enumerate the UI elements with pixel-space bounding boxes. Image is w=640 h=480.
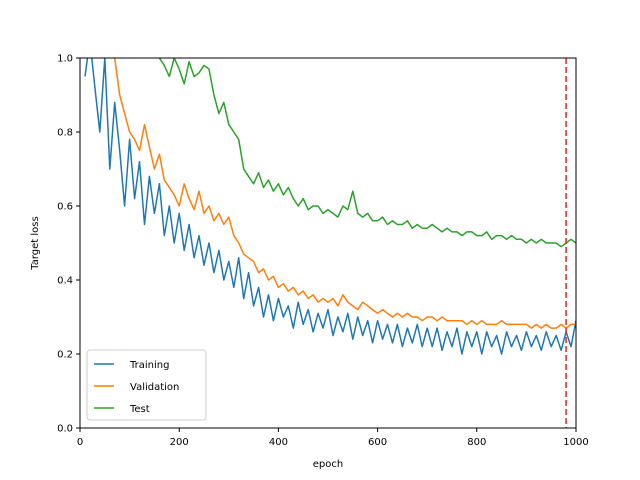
legend-label-validation: Validation — [130, 382, 179, 393]
legend-box — [86, 349, 207, 421]
x-axis-label: epoch — [313, 459, 343, 470]
y-axis: 0.0 0.2 0.4 0.6 0.8 1.0 — [57, 54, 80, 435]
x-axis: 0 200 400 600 800 1000 — [77, 428, 589, 448]
series-line-training — [84, 58, 576, 355]
plot-frame — [79, 57, 577, 429]
y-tick-label: 0.0 — [57, 424, 73, 435]
y-axis-label: Target loss — [30, 216, 41, 270]
y-tick-label: 0.6 — [57, 202, 73, 213]
y-tick-label: 0.2 — [57, 350, 73, 361]
x-tick-label: 600 — [368, 437, 387, 448]
x-tick-label: 200 — [170, 437, 189, 448]
y-tick-label: 0.8 — [57, 128, 73, 139]
y-tick-label: 0.4 — [57, 276, 73, 287]
x-tick-label: 400 — [269, 437, 288, 448]
y-tick-label: 1.0 — [57, 54, 73, 65]
legend-label-test: Test — [129, 404, 150, 415]
legend: Training Validation Test — [86, 349, 207, 421]
x-tick-label: 1000 — [563, 437, 588, 448]
legend-label-training: Training — [129, 360, 169, 371]
x-tick-label: 0 — [77, 437, 83, 448]
series-layer — [84, 58, 576, 355]
series-line-test — [158, 58, 576, 248]
series-line-validation — [113, 58, 576, 329]
x-tick-label: 800 — [467, 437, 486, 448]
